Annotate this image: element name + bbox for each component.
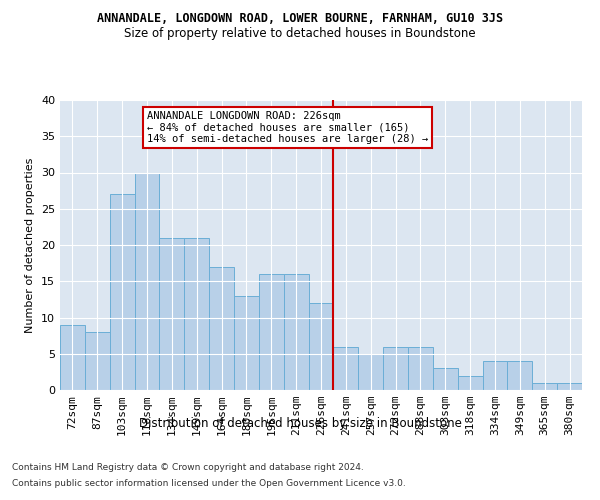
Text: Size of property relative to detached houses in Boundstone: Size of property relative to detached ho…	[124, 28, 476, 40]
Bar	[209, 267, 234, 390]
Bar	[358, 354, 383, 390]
Text: Distribution of detached houses by size in Boundstone: Distribution of detached houses by size …	[139, 418, 461, 430]
Bar	[110, 194, 134, 390]
Y-axis label: Number of detached properties: Number of detached properties	[25, 158, 35, 332]
Text: ANNANDALE, LONGDOWN ROAD, LOWER BOURNE, FARNHAM, GU10 3JS: ANNANDALE, LONGDOWN ROAD, LOWER BOURNE, …	[97, 12, 503, 26]
Bar	[259, 274, 284, 390]
Bar	[482, 361, 508, 390]
Bar	[458, 376, 482, 390]
Bar	[60, 325, 85, 390]
Bar	[532, 383, 557, 390]
Text: ANNANDALE LONGDOWN ROAD: 226sqm
← 84% of detached houses are smaller (165)
14% o: ANNANDALE LONGDOWN ROAD: 226sqm ← 84% of…	[147, 111, 428, 144]
Bar	[308, 303, 334, 390]
Bar	[85, 332, 110, 390]
Bar	[234, 296, 259, 390]
Bar	[134, 172, 160, 390]
Bar	[160, 238, 184, 390]
Bar	[557, 383, 582, 390]
Bar	[508, 361, 532, 390]
Bar	[184, 238, 209, 390]
Bar	[408, 346, 433, 390]
Text: Contains HM Land Registry data © Crown copyright and database right 2024.: Contains HM Land Registry data © Crown c…	[12, 464, 364, 472]
Bar	[334, 346, 358, 390]
Text: Contains public sector information licensed under the Open Government Licence v3: Contains public sector information licen…	[12, 478, 406, 488]
Bar	[433, 368, 458, 390]
Bar	[383, 346, 408, 390]
Bar	[284, 274, 308, 390]
